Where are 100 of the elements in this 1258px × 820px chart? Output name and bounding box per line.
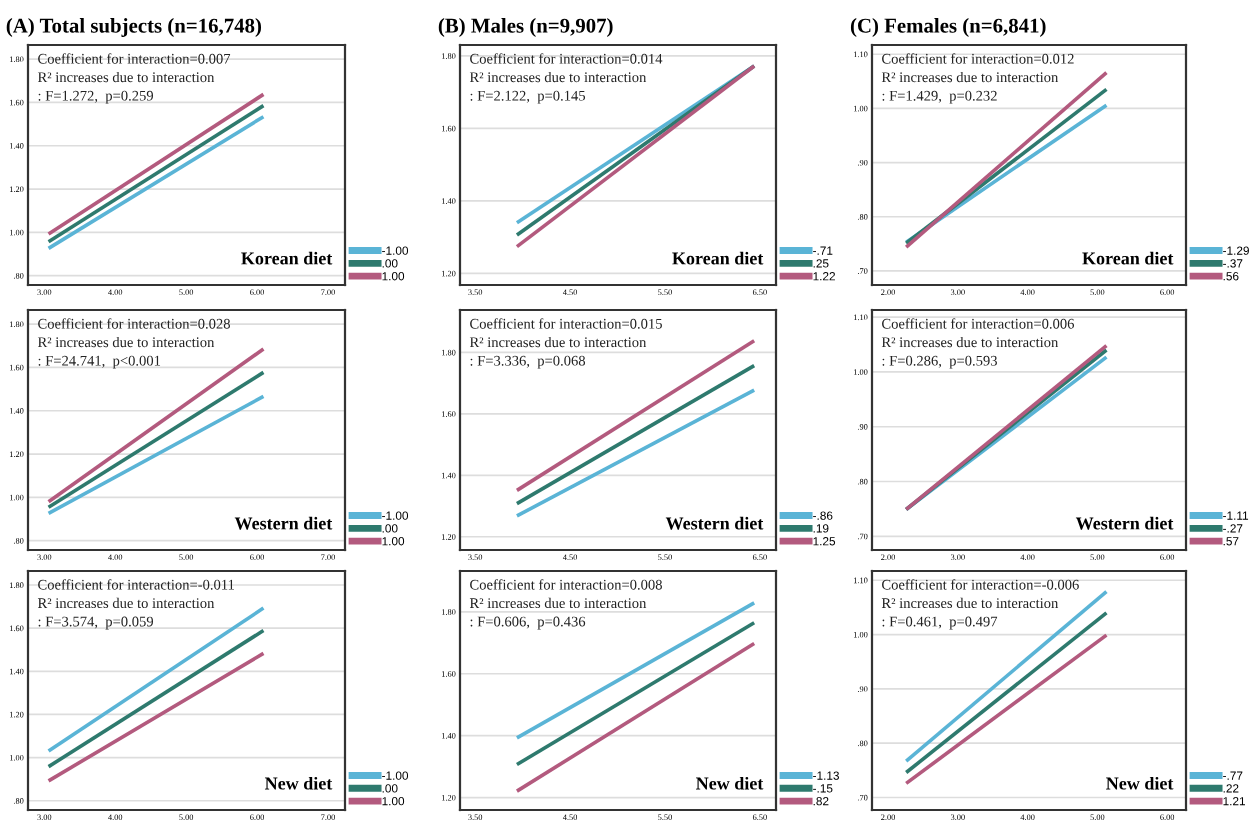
- y-tick-label: 1.60: [441, 671, 456, 677]
- y-tick-label: 1.80: [9, 582, 24, 589]
- annotation: Korean diet: [241, 251, 333, 265]
- x-tick-label: 3.00: [37, 814, 52, 820]
- annotation: : F=3.574, p=0.059: [38, 616, 154, 630]
- x-tick-label: 4.00: [1020, 814, 1035, 820]
- annotation: R² increases due to interaction: [881, 71, 1059, 83]
- annotation: R² increases due to interaction: [469, 71, 647, 83]
- y-tick-label: .80: [13, 538, 24, 544]
- y-tick-label: 1.20: [9, 186, 24, 193]
- y-tick-label: 1.80: [441, 349, 456, 356]
- legend-label: .22: [1223, 784, 1239, 793]
- legend-label: .56: [1223, 272, 1239, 281]
- legend-label: -1.13: [813, 771, 839, 780]
- annotation: Coefficient for interaction=0.015: [470, 318, 662, 329]
- y-tick-label: .80: [857, 478, 868, 485]
- x-tick-label: 6.00: [250, 289, 265, 296]
- legend-label: 1.00: [382, 272, 405, 281]
- annotation: Western diet: [1075, 516, 1174, 530]
- annotation: : F=3.336, p=0.068: [470, 355, 586, 369]
- x-tick-label: 6.50: [752, 289, 767, 296]
- x-tick-label: 4.00: [108, 554, 123, 561]
- y-tick-label: 1.40: [441, 733, 456, 739]
- legend-label: .57: [1223, 537, 1239, 546]
- x-tick-label: 3.00: [950, 289, 965, 296]
- y-tick-label: .80: [13, 273, 24, 279]
- legend-label: -1.00: [382, 511, 409, 520]
- y-tick-label: 1.10: [853, 51, 868, 58]
- legend-label: -.71: [813, 246, 833, 255]
- annotation: Korean diet: [672, 251, 764, 265]
- annotation: : F=0.461, p=0.497: [882, 616, 998, 630]
- x-tick-label: 5.50: [658, 554, 672, 561]
- annotation: Western diet: [665, 516, 764, 530]
- y-tick-label: 1.10: [853, 314, 868, 321]
- annotation: R² increases due to interaction: [37, 71, 215, 83]
- annotation: Coefficient for interaction=0.007: [38, 53, 231, 64]
- y-tick-label: 1.60: [441, 125, 456, 132]
- y-tick-label: 1.20: [441, 534, 456, 540]
- y-tick-label: 1.00: [853, 105, 868, 112]
- x-tick-label: 5.50: [658, 814, 672, 820]
- legend-label: -1.11: [1223, 511, 1249, 520]
- y-tick-label: 1.80: [441, 609, 456, 615]
- y-tick-label: 1.00: [9, 754, 24, 761]
- x-tick-label: 3.00: [950, 814, 965, 820]
- x-tick-label: 7.00: [321, 554, 335, 561]
- y-tick-label: 1.20: [9, 711, 24, 718]
- annotation: Western diet: [234, 516, 333, 530]
- y-tick-label: 1.80: [441, 53, 456, 59]
- annotation: R² increases due to interaction: [881, 597, 1059, 609]
- x-tick-label: 3.00: [37, 554, 52, 561]
- legend-label: .19: [813, 524, 829, 533]
- y-tick-label: 1.40: [9, 143, 24, 149]
- legend-label: .25: [813, 259, 829, 268]
- x-tick-label: 7.00: [321, 289, 335, 296]
- x-tick-label: 5.00: [179, 814, 194, 820]
- y-tick-label: 1.60: [9, 625, 24, 632]
- x-tick-label: 6.00: [250, 554, 265, 561]
- legend-label: 1.22: [813, 272, 835, 281]
- x-tick-label: 5.00: [179, 554, 194, 561]
- x-tick-label: 4.50: [562, 289, 578, 296]
- x-tick-label: 6.00: [1160, 554, 1175, 561]
- x-tick-label: 2.00: [881, 814, 896, 820]
- y-tick-label: .90: [857, 424, 868, 430]
- y-tick-label: .80: [13, 798, 24, 804]
- y-tick-label: 1.00: [9, 494, 24, 501]
- x-tick-label: 2.00: [881, 289, 896, 296]
- legend-label: -1.29: [1223, 246, 1249, 255]
- x-tick-label: 5.00: [179, 289, 194, 296]
- annotation: New diet: [696, 776, 764, 790]
- annotation: R² increases due to interaction: [37, 336, 215, 348]
- y-tick-label: 1.40: [9, 668, 24, 675]
- y-tick-label: 1.40: [441, 472, 456, 479]
- annotation: : F=0.606, p=0.436: [470, 616, 586, 630]
- x-tick-label: 3.50: [468, 814, 483, 820]
- legend-label: -1.00: [382, 246, 409, 255]
- annotation: Coefficient for interaction=0.006: [882, 318, 1075, 329]
- annotation: : F=24.741, p<0.001: [38, 355, 161, 369]
- legend-label: 1.00: [382, 797, 405, 806]
- legend-label: .00: [382, 784, 398, 793]
- legend-label: .00: [382, 524, 398, 533]
- chart-title: (C) Females (n=6,841): [850, 18, 1046, 37]
- annotation: R² increases due to interaction: [469, 336, 647, 348]
- annotation: : F=0.286, p=0.593: [882, 355, 997, 369]
- x-tick-label: 4.00: [1020, 289, 1035, 296]
- y-tick-label: 1.20: [441, 270, 456, 277]
- y-tick-label: 1.00: [853, 631, 868, 638]
- x-tick-label: 4.00: [108, 289, 123, 296]
- annotation: : F=2.122, p=0.145: [470, 90, 586, 104]
- y-tick-label: 1.20: [9, 451, 24, 458]
- annotation: New diet: [264, 776, 333, 790]
- annotation: R² increases due to interaction: [37, 597, 215, 609]
- x-tick-label: 6.50: [752, 814, 767, 820]
- legend-label: -1.00: [382, 771, 409, 780]
- y-tick-label: 1.80: [9, 321, 24, 328]
- y-tick-label: .80: [857, 214, 868, 220]
- chart-title: (B) Males (n=9,907): [438, 18, 613, 37]
- y-tick-label: 1.60: [9, 364, 24, 371]
- legend-label: 1.21: [1223, 797, 1245, 806]
- annotation: Korean diet: [1082, 251, 1174, 265]
- y-tick-label: 1.10: [853, 577, 868, 584]
